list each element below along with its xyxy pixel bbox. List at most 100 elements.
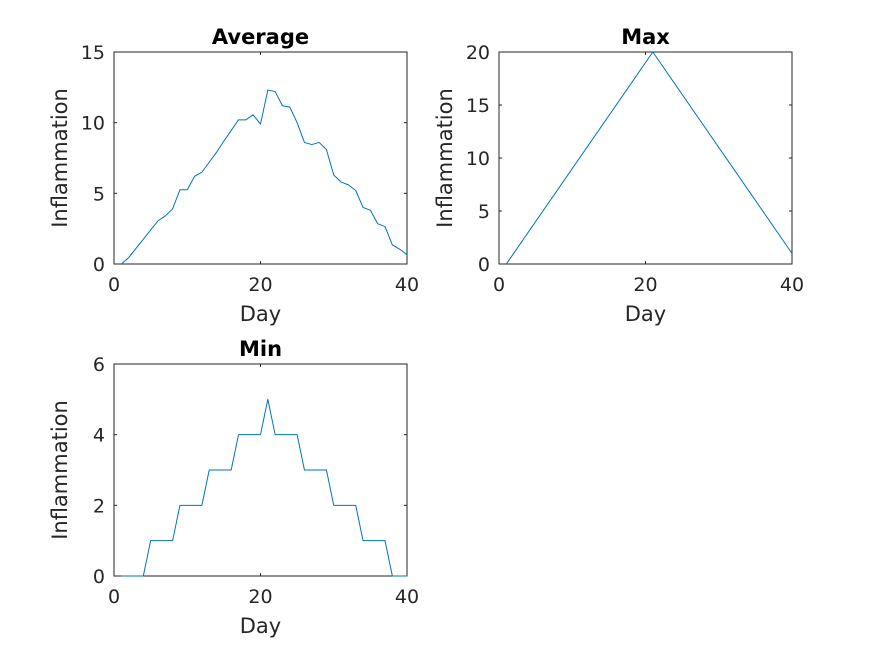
y-axis-label: Inflammation (48, 400, 72, 540)
data-point (134, 575, 137, 578)
data-point (310, 143, 313, 146)
data-point (398, 575, 401, 578)
data-point (340, 181, 343, 184)
data-point (325, 148, 328, 151)
data-point (171, 207, 174, 210)
data-point (274, 433, 277, 436)
data-point (259, 123, 262, 126)
data-point (384, 225, 387, 228)
data-point (208, 469, 211, 472)
data-point (398, 248, 401, 251)
data-point (142, 575, 145, 578)
data-point (406, 253, 409, 256)
data-point (391, 575, 394, 578)
data-point (347, 504, 350, 507)
x-tick-label: 40 (395, 586, 419, 608)
data-point (266, 89, 269, 92)
data-point (266, 398, 269, 401)
data-point (171, 539, 174, 542)
data-point (208, 161, 211, 164)
data-point (156, 539, 159, 542)
data-point (347, 183, 350, 186)
data-point (362, 539, 365, 542)
x-tick-label: 0 (493, 274, 505, 296)
data-point (222, 469, 225, 472)
y-tick-label: 0 (478, 254, 490, 276)
x-tick-label: 0 (108, 586, 120, 608)
x-axis-label: Day (625, 302, 666, 326)
x-axis-label: Day (240, 302, 281, 326)
data-point (237, 433, 240, 436)
data-point (230, 129, 233, 132)
data-point (142, 238, 145, 241)
data-point (369, 209, 372, 212)
data-point (134, 247, 137, 250)
data-point (164, 539, 167, 542)
data-point (237, 118, 240, 121)
y-tick-label: 0 (93, 566, 105, 588)
data-point (274, 90, 277, 93)
chart-title: Min (239, 337, 282, 361)
data-point (120, 575, 123, 578)
data-point (391, 243, 394, 246)
y-tick-label: 15 (81, 42, 105, 64)
data-point (127, 575, 130, 578)
data-point (127, 256, 130, 259)
data-point (376, 222, 379, 225)
axes-box (113, 51, 408, 265)
y-tick-label: 6 (93, 354, 105, 376)
x-tick-label: 20 (633, 274, 657, 296)
data-point (288, 106, 291, 109)
data-point (505, 263, 508, 266)
data-point (215, 469, 218, 472)
data-point (318, 469, 321, 472)
data-point (230, 469, 233, 472)
data-point (259, 433, 262, 436)
data-point (149, 229, 152, 232)
data-point (303, 141, 306, 144)
y-tick-label: 20 (466, 42, 490, 64)
y-tick-label: 2 (93, 495, 105, 517)
data-point (296, 433, 299, 436)
chart-title: Average (212, 25, 309, 49)
x-axis-label: Day (240, 614, 281, 638)
data-point (791, 252, 794, 255)
data-point (651, 51, 654, 54)
data-point (200, 171, 203, 174)
data-point (332, 504, 335, 507)
subplot-max: Max 0 20 40 0 5 10 15 20 Day Inflammation (433, 25, 804, 326)
x-tick-label: 20 (248, 274, 272, 296)
data-point (325, 469, 328, 472)
x-tick-label: 40 (395, 274, 419, 296)
x-tick-label: 20 (248, 586, 272, 608)
series-line-0 (505, 51, 793, 265)
data-point (252, 433, 255, 436)
data-point (376, 539, 379, 542)
data-point (281, 433, 284, 436)
x-tick-label: 0 (108, 274, 120, 296)
data-point (222, 140, 225, 143)
data-point (369, 539, 372, 542)
data-point (288, 433, 291, 436)
x-tick-label: 40 (780, 274, 804, 296)
data-point (296, 121, 299, 124)
data-point (164, 214, 167, 217)
data-point (332, 173, 335, 176)
data-point (354, 189, 357, 192)
y-tick-label: 10 (466, 148, 490, 170)
y-tick-label: 10 (81, 113, 105, 135)
data-point (149, 539, 152, 542)
y-tick-label: 4 (93, 425, 105, 447)
data-point (406, 575, 409, 578)
data-point (178, 504, 181, 507)
y-axis-label: Inflammation (48, 88, 72, 228)
data-point (178, 188, 181, 191)
data-point (193, 504, 196, 507)
data-point (281, 104, 284, 107)
data-point (340, 504, 343, 507)
data-point (186, 188, 189, 191)
series-line-0 (121, 398, 407, 577)
data-point (244, 433, 247, 436)
